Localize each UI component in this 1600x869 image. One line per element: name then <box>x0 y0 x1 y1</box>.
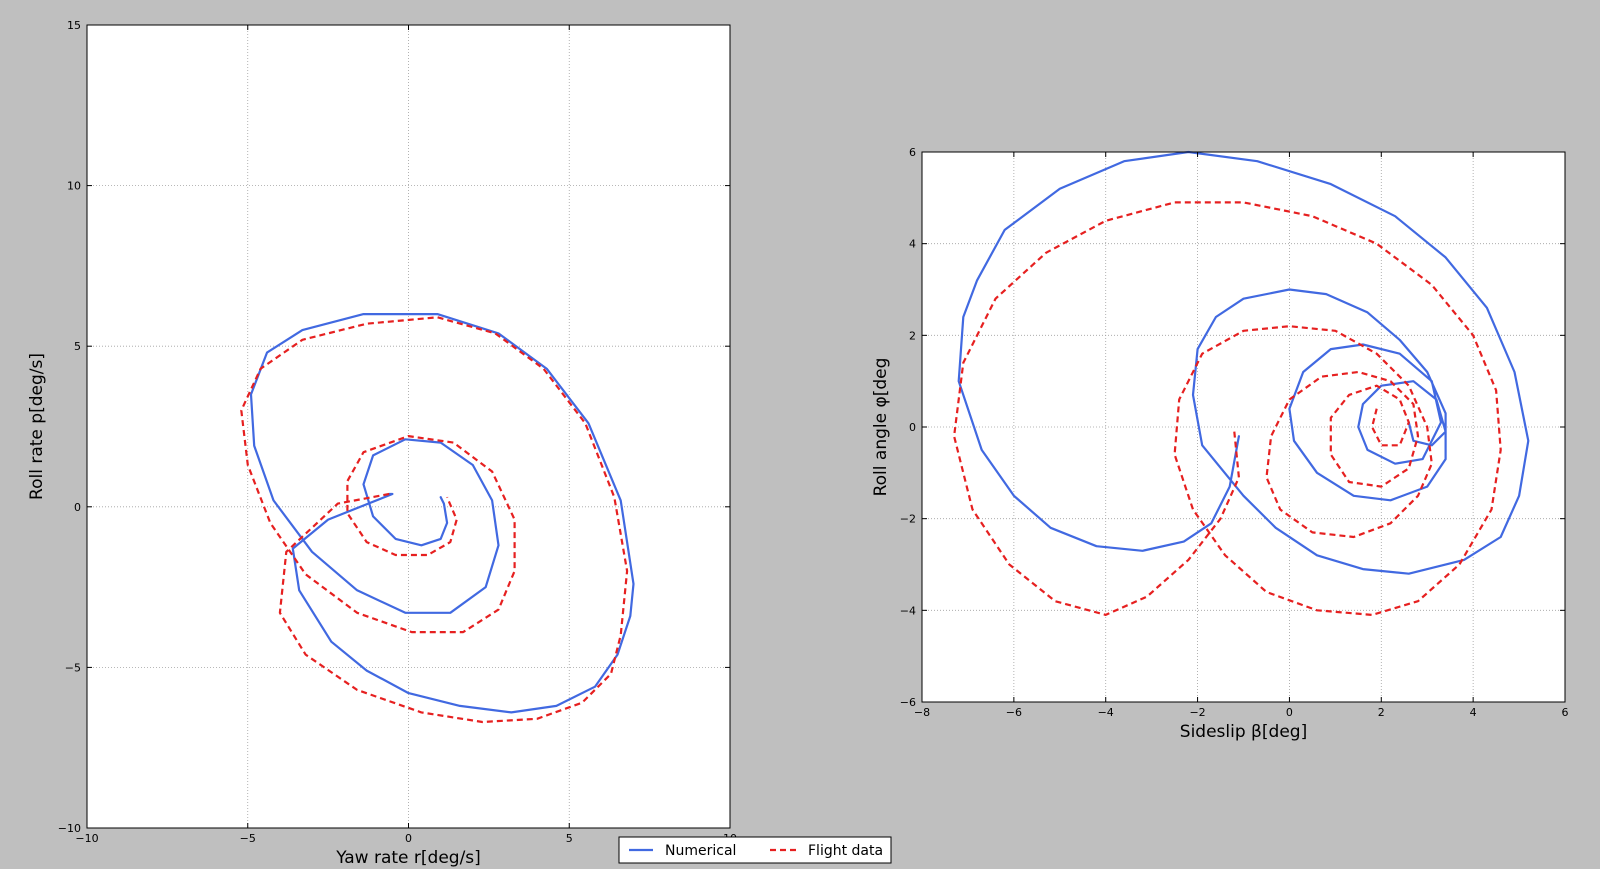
y-tick-label: 4 <box>909 238 916 251</box>
x-axis-label: Sideslip β[deg] <box>1180 722 1307 742</box>
y-tick-label: −5 <box>65 661 81 674</box>
y-tick-label: 2 <box>909 329 916 342</box>
x-tick-label: 4 <box>1470 706 1477 719</box>
y-tick-label: 0 <box>909 421 916 434</box>
x-tick-label: 0 <box>405 832 412 845</box>
x-tick-label: −6 <box>1006 706 1022 719</box>
series-line-numerical <box>957 150 1530 575</box>
x-tick-label: −8 <box>914 706 930 719</box>
y-axis-label: Roll rate p[deg/s] <box>27 353 47 500</box>
legend-flight-data-label: Flight data <box>808 843 883 859</box>
legend-box <box>618 836 892 864</box>
x-tick-label: −4 <box>1098 706 1114 719</box>
x-tick-label: 6 <box>1562 706 1569 719</box>
x-tick-label: 5 <box>566 832 573 845</box>
y-tick-label: 0 <box>74 501 81 514</box>
x-tick-label: 0 <box>1286 706 1293 719</box>
y-tick-label: 5 <box>74 340 81 353</box>
series-line-numerical <box>249 313 635 714</box>
legend-numerical-label: Numerical <box>665 843 736 859</box>
series-line-flight-data <box>953 201 1502 616</box>
x-tick-label: 2 <box>1378 706 1385 719</box>
y-axis-label: Roll angle φ[deg <box>871 358 891 497</box>
x-axis-label: Yaw rate r[deg/s] <box>335 848 481 868</box>
series-line-flight-data <box>240 316 629 724</box>
y-tick-label: −2 <box>900 513 916 526</box>
y-tick-label: 6 <box>909 146 916 159</box>
y-tick-label: 15 <box>67 19 81 32</box>
y-tick-label: −6 <box>900 696 916 709</box>
legend: Numerical Flight data <box>618 836 892 864</box>
x-tick-label: −5 <box>240 832 256 845</box>
x-tick-label: −2 <box>1189 706 1205 719</box>
y-tick-label: −4 <box>900 604 916 617</box>
y-tick-label: 10 <box>67 180 81 193</box>
y-tick-label: −10 <box>58 822 81 835</box>
x-tick-label: −10 <box>75 832 98 845</box>
